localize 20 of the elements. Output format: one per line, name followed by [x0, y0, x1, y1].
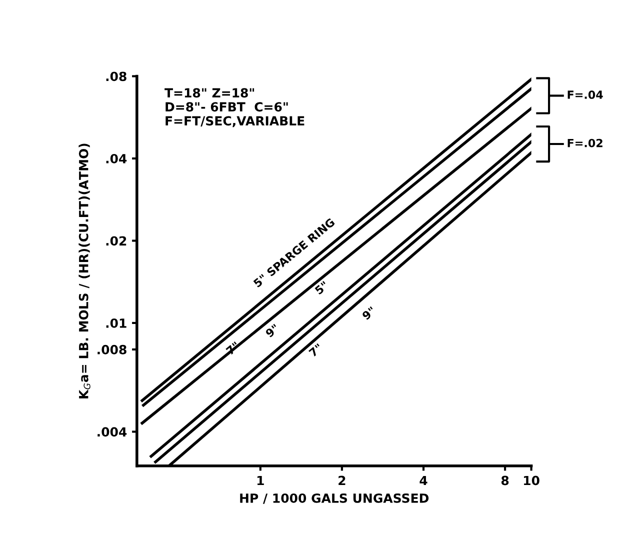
annotation: 5" [314, 281, 329, 295]
annotation: 9" [362, 306, 376, 320]
x-tick-label: 10 [524, 476, 540, 486]
y-tick-label: .08 [106, 72, 126, 82]
y-tick-label: .02 [106, 236, 126, 246]
x-tick-label: 1 [257, 476, 264, 486]
annotation: 9" [264, 324, 280, 338]
y-tick-label: .04 [106, 154, 127, 164]
x-tick-label: 8 [501, 476, 509, 486]
text: F=.04 [568, 90, 603, 99]
x-tick-label: 4 [420, 476, 428, 486]
y-tick-label: .004 [98, 427, 127, 437]
annotation: 7" [308, 343, 323, 358]
y-tick-label: .01 [106, 318, 126, 328]
y-axis-title: K$_{G}$a= LB. MOLS / (HR)(CU.FT)(ATMO) [78, 144, 90, 398]
text: F=.02 [568, 138, 602, 148]
x-axis-title: HP / 1000 GALS UNGASSED [240, 493, 429, 504]
x-tick-label: 2 [338, 476, 346, 486]
y-tick-label: .008 [98, 344, 126, 354]
annotation: T=18" Z=18" D=8"- 6FBT C=6" F=FT/SEC,VARIABLE [164, 88, 304, 128]
